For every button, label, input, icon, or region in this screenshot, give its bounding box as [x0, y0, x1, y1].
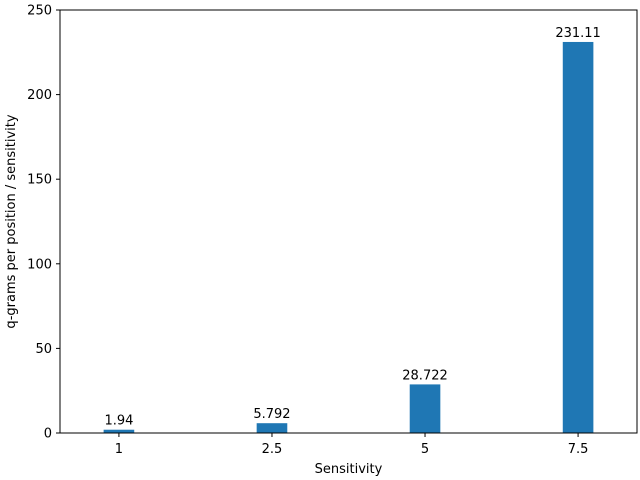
y-tick-label: 200	[27, 88, 52, 103]
y-tick-label: 250	[27, 4, 52, 19]
bar-7.5	[562, 41, 594, 433]
plot-frame	[59, 9, 638, 434]
y-tick-label: 150	[27, 173, 52, 188]
bar-5	[409, 384, 441, 433]
bar-value-label: 231.11	[555, 26, 601, 41]
y-tick-label: 50	[35, 342, 52, 357]
bars	[103, 41, 594, 433]
bar-value-label: 5.792	[253, 407, 290, 422]
x-axis-label: Sensitivity	[315, 462, 383, 477]
x-tick-label: 1	[115, 442, 123, 457]
y-tick-label: 0	[44, 427, 52, 442]
y-axis-label: q-grams per position / sensitivity	[4, 114, 19, 328]
x-tick-label: 2.5	[262, 442, 283, 457]
y-tick-label: 100	[27, 257, 52, 272]
x-tick-label: 7.5	[568, 442, 589, 457]
x-tick-label: 5	[421, 442, 429, 457]
bar-1	[103, 429, 135, 433]
bar-2.5	[256, 423, 288, 433]
bar-value-label: 1.94	[104, 414, 133, 429]
y-axis: 0 50 100 150 200 250	[27, 4, 60, 442]
bar-value-labels: 1.94 5.792 28.722 231.11	[104, 26, 600, 429]
x-axis: 1 2.5 5 7.5	[115, 433, 589, 457]
bar-value-label: 28.722	[402, 368, 448, 383]
